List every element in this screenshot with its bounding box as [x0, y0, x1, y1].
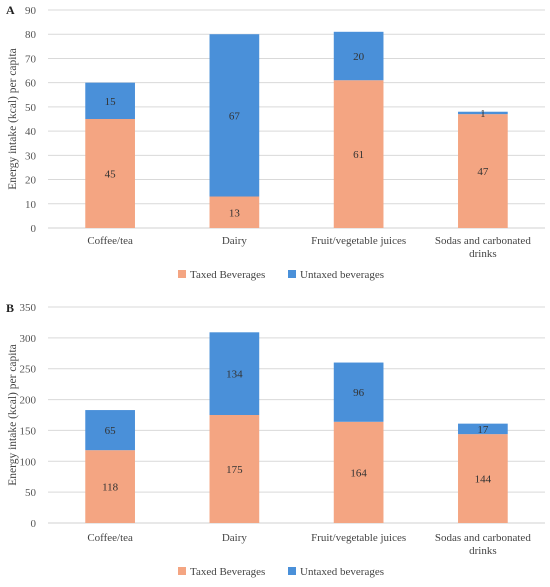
- y-tick-label: 250: [20, 364, 37, 376]
- y-tick-label: 200: [20, 395, 37, 407]
- x-tick-label: Dairy: [222, 235, 248, 247]
- x-tick-label: Fruit/vegetable juices: [311, 532, 406, 544]
- y-tick-label: 40: [25, 126, 37, 138]
- data-label: 67: [229, 110, 241, 122]
- x-tick-label: Dairy: [222, 532, 248, 544]
- bar-taxed: [85, 450, 135, 523]
- y-axis-label: Energy intake (kcal) per capita: [7, 344, 19, 486]
- data-label: 65: [105, 425, 117, 437]
- chart-panel-b: B Energy intake (kcal) per capita 0 50 100 15…: [6, 301, 545, 578]
- data-label: 164: [350, 467, 367, 479]
- bar-untaxed: [333, 31, 384, 81]
- bar-taxed: [209, 415, 260, 523]
- data-label: 118: [102, 482, 119, 494]
- y-tick-label: 20: [25, 175, 37, 187]
- legend-label: Taxed Beverages: [190, 269, 265, 281]
- legend-label: Untaxed beverages: [300, 269, 384, 281]
- y-tick-label: 70: [25, 53, 37, 65]
- bar-untaxed: [209, 332, 260, 415]
- bar-untaxed: [209, 34, 260, 197]
- chart-panel-a: A Energy intake (kcal) per capita 0 10 20 30 4…: [6, 3, 545, 281]
- bar-untaxed: [85, 82, 135, 119]
- legend-item-taxed: Taxed Beverages: [178, 269, 265, 281]
- data-label: 20: [353, 51, 365, 63]
- data-label: 15: [105, 96, 117, 108]
- legend-label: Taxed Beverages: [190, 566, 265, 578]
- y-tick-label: 30: [25, 150, 37, 162]
- bar-untaxed: [85, 410, 135, 451]
- legend-swatch: [178, 270, 186, 278]
- x-tick-label: Fruit/vegetable juices: [311, 235, 406, 247]
- data-label: 96: [353, 387, 365, 399]
- legend-label: Untaxed beverages: [300, 566, 384, 578]
- data-label: 134: [226, 369, 243, 381]
- x-tick-label: Sodas and carbonated drinks: [435, 532, 531, 557]
- panel-label: A: [6, 3, 15, 17]
- bar-untaxed: [458, 423, 508, 435]
- y-tick-label: 60: [25, 78, 37, 90]
- y-tick-label: 150: [20, 425, 37, 437]
- bar-taxed: [333, 80, 384, 228]
- data-label: 175: [226, 464, 243, 476]
- bar-taxed: [458, 434, 508, 523]
- y-tick-label: 350: [20, 302, 37, 314]
- y-tick-label: 0: [31, 223, 37, 235]
- data-label: 144: [475, 474, 492, 486]
- bar-taxed: [85, 119, 135, 228]
- data-label: 45: [105, 169, 117, 181]
- y-tick-label: 100: [20, 456, 37, 468]
- data-label: 61: [353, 149, 364, 161]
- legend-item-taxed: Taxed Beverages: [178, 566, 265, 578]
- y-tick-label: 300: [20, 333, 37, 345]
- legend-item-untaxed: Untaxed beverages: [288, 269, 384, 281]
- x-tick-label: Sodas and carbonated drinks: [435, 235, 531, 260]
- y-tick-label: 50: [25, 102, 37, 114]
- y-tick-label: 50: [25, 487, 37, 499]
- bar-untaxed: [333, 362, 384, 422]
- data-label: 47: [477, 166, 489, 178]
- panel-label: B: [6, 301, 14, 315]
- y-tick-label: 90: [25, 5, 37, 17]
- legend-swatch: [288, 567, 296, 575]
- y-axis-label: Energy intake (kcal) per capita: [7, 48, 19, 190]
- bar-untaxed: [458, 111, 508, 115]
- data-label: 1: [480, 108, 486, 120]
- legend-swatch: [288, 270, 296, 278]
- y-tick-label: 80: [25, 29, 37, 41]
- bar-taxed: [333, 421, 384, 523]
- x-tick-label: Coffee/tea: [87, 532, 133, 544]
- bar-taxed: [458, 114, 508, 228]
- x-tick-label: Coffee/tea: [87, 235, 133, 247]
- y-tick-label: 0: [31, 518, 37, 530]
- legend-swatch: [178, 567, 186, 575]
- bar-taxed: [209, 196, 260, 228]
- data-label: 13: [229, 207, 241, 219]
- y-tick-label: 10: [25, 199, 37, 211]
- legend-item-untaxed: Untaxed beverages: [288, 566, 384, 578]
- data-label: 17: [477, 424, 489, 436]
